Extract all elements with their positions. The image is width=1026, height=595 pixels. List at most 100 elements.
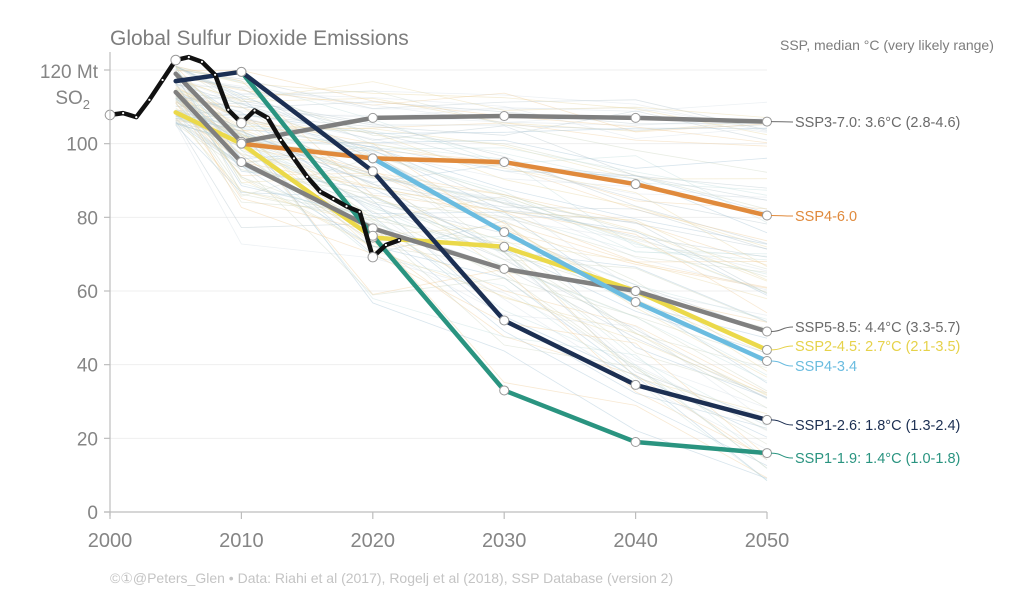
series-label: SSP1-1.9: 1.4°C (1.0-1.8) <box>795 451 960 467</box>
historical-point <box>227 108 230 111</box>
data-point-marker <box>630 297 641 308</box>
x-tick-label: 2040 <box>613 530 658 552</box>
series-label: SSP2-4.5: 2.7°C (2.1-3.5) <box>795 339 960 355</box>
ensemble-scenario-line <box>175 90 768 255</box>
ensemble-scenario-line <box>175 85 768 395</box>
ensemble-scenario-line <box>175 97 768 201</box>
ensemble-scenario-line <box>175 102 768 131</box>
historical-marker <box>367 251 379 263</box>
data-point-marker <box>367 166 378 177</box>
ssp-series-lines <box>173 66 772 459</box>
data-point-marker <box>630 437 641 448</box>
series-ssp4-34 <box>370 156 770 364</box>
legend-title: SSP, median °C (very likely range) <box>780 37 994 53</box>
historical-point <box>397 239 401 242</box>
ensemble-scenario-line <box>175 98 768 125</box>
ensemble-scenario-line <box>175 124 768 322</box>
y-tick-label: 60 <box>77 282 98 303</box>
ensemble-scenario-line <box>175 65 768 367</box>
data-point-marker <box>367 112 378 123</box>
footer-credits: ©①@Peters_Glen • Data: Riahi et al (2017… <box>110 570 673 586</box>
historical-point <box>319 190 322 193</box>
data-point-marker <box>499 111 510 122</box>
historical-point <box>332 197 335 201</box>
ensemble-scenario-line <box>175 65 768 257</box>
historical-point <box>214 73 217 76</box>
data-point-marker <box>630 179 641 190</box>
historical-point <box>292 157 296 160</box>
y-tick-label: 80 <box>77 208 98 229</box>
ensemble-scenario-line <box>175 118 768 258</box>
series-labels: SSP3-7.0: 3.6°C (2.8-4.6) SSP4-6.0 SSP5-8.… <box>770 115 960 467</box>
y-tick-label: 0 <box>87 503 98 524</box>
historical-point <box>148 98 151 101</box>
series-ssp2-45 <box>173 110 770 353</box>
data-point-marker <box>630 286 641 296</box>
data-point-marker <box>762 344 772 355</box>
ensemble-scenario-line <box>175 123 768 323</box>
series-label: SSP1-2.6: 1.8°C (1.3-2.4) <box>795 418 960 434</box>
y-unit-subscript: 2 <box>83 97 90 112</box>
series-label: SSP4-6.0 <box>795 209 857 225</box>
data-point-marker <box>630 379 641 390</box>
data-point-marker <box>499 315 510 326</box>
series-label: SSP3-7.0: 3.6°C (2.8-4.6) <box>795 115 960 131</box>
series-ssp3-70 <box>173 71 770 145</box>
series-label: SSP5-8.5: 4.4°C (3.3-5.7) <box>795 320 960 336</box>
x-tick-label: 2050 <box>745 530 790 552</box>
historical-point <box>358 210 361 213</box>
ensemble-scenario-line <box>175 65 768 481</box>
data-point-marker <box>236 66 247 77</box>
series-line <box>173 71 770 145</box>
ensemble-scenario-line <box>175 114 768 466</box>
ensemble-scenario-line <box>175 68 768 223</box>
ensemble-scenario-line <box>175 69 768 131</box>
ensemble-scenario-line <box>175 70 768 296</box>
ensemble-scenario-line <box>175 72 768 267</box>
ensemble-scenario-line <box>175 72 768 378</box>
y-unit-label-line1: 120 Mt <box>40 62 99 83</box>
label-leader-line <box>770 452 794 459</box>
ensemble-scenario-line <box>175 78 768 432</box>
ensemble-scenario-line <box>175 122 768 438</box>
ensemble-scenario-line <box>175 75 768 133</box>
gridlines <box>110 69 767 513</box>
data-point-marker <box>762 210 772 221</box>
x-tick-label: 2020 <box>351 530 396 552</box>
ensemble-scenario-line <box>175 98 768 479</box>
ensemble-scenario-line <box>175 65 768 173</box>
ensemble-scenario-line <box>175 65 768 244</box>
ensemble-scenario-line <box>175 79 768 139</box>
x-tick-label: 2000 <box>88 530 133 552</box>
data-point-marker <box>499 227 510 238</box>
ensemble-scenario-line <box>175 107 768 281</box>
ensemble-scenario-line <box>175 74 768 210</box>
historical-point <box>187 56 190 59</box>
ensemble-scenario-line <box>175 114 768 479</box>
ensemble-scenario-line <box>175 93 768 399</box>
ensemble-scenario-line <box>175 82 768 198</box>
historical-marker <box>170 54 181 66</box>
historical-point <box>266 116 269 119</box>
historical-point <box>200 60 204 63</box>
ensemble-scenario-line <box>175 117 768 396</box>
ensemble-scenario-line <box>175 96 768 275</box>
chart-title: Global Sulfur Dioxide Emissions <box>110 27 409 50</box>
label-leader-line <box>770 419 794 426</box>
historical-marker <box>236 117 247 129</box>
series-line <box>173 110 770 353</box>
data-point-marker <box>762 414 772 425</box>
label-leader-line <box>770 326 794 333</box>
historical-point <box>253 109 256 112</box>
x-tick-label: 2010 <box>219 530 264 552</box>
ensemble-scenario-line <box>175 84 768 316</box>
data-point-marker <box>499 157 510 168</box>
ensemble-scenario-line <box>175 66 768 469</box>
ensemble-scenario-line <box>175 76 768 354</box>
data-point-marker <box>236 157 247 168</box>
data-point-marker <box>762 326 772 337</box>
historical-point <box>384 243 388 247</box>
historical-point <box>279 138 282 142</box>
ensemble-scenario-line <box>175 96 768 210</box>
